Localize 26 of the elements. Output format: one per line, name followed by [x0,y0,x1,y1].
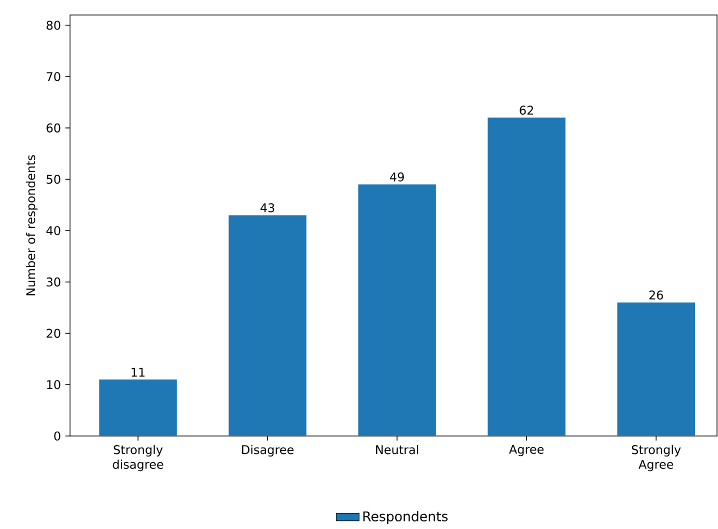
y-tick-label: 50 [46,174,60,184]
bar [228,215,306,436]
x-tick-label: Disagree [242,444,294,457]
y-tick-label: 40 [46,226,60,236]
x-tick-label: Agree [509,444,544,456]
y-tick-label: 10 [47,380,60,390]
y-tick-label: 20 [46,328,60,338]
y-tick-label: 30 [46,277,60,287]
y-tick-label: 80 [46,20,60,30]
bar [99,380,177,436]
y-axis-title: Number of respondents [26,155,38,296]
x-tick-label: Strongly Agree [632,444,681,472]
data-label: 62 [520,106,534,115]
x-tick-label: Strongly disagree [112,444,164,472]
data-label: 26 [649,290,663,300]
data-label: 43 [260,203,274,212]
bar [488,118,566,436]
data-label: 49 [390,172,404,182]
y-tick-label: 70 [46,72,60,82]
x-tick-label: Neutral [376,444,418,454]
data-label: 11 [132,368,145,377]
bar [617,302,695,436]
y-tick-label: 60 [46,123,60,132]
legend-label: Respondents [363,511,448,524]
bar [358,184,436,436]
y-tick-label: 0 [54,431,60,441]
